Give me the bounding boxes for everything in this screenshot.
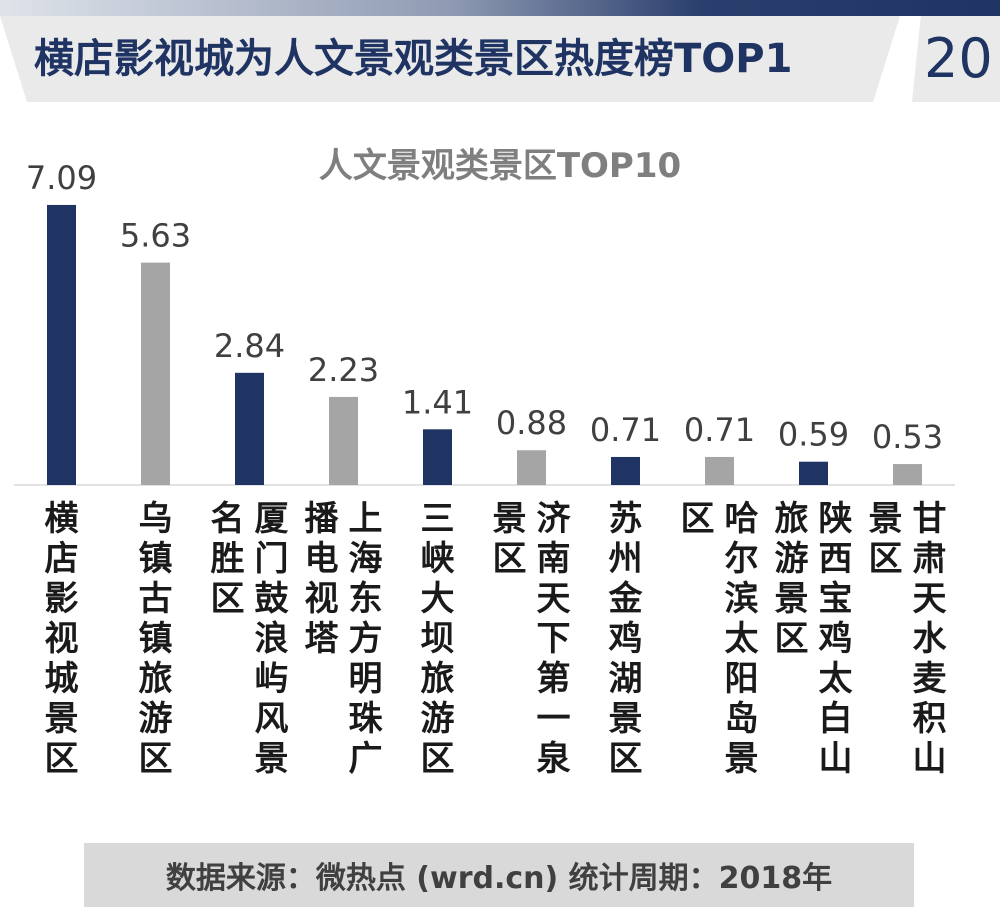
- bar-10: [893, 464, 922, 485]
- bar-8: [705, 456, 734, 485]
- value-label-1: 7.09: [26, 159, 97, 197]
- value-label-6: 0.88: [496, 404, 567, 442]
- value-label-5: 1.41: [402, 383, 473, 421]
- value-label-3: 2.84: [214, 327, 285, 365]
- category-label-3: 厦门鼓浪屿风景名胜区: [211, 499, 290, 779]
- category-label-2: 乌镇古镇旅游区: [139, 499, 173, 779]
- source-footer: 数据来源：微热点 (wrd.cn) 统计周期：2018年: [84, 843, 914, 907]
- value-label-7: 0.71: [590, 411, 661, 449]
- category-label-7: 苏州金鸡湖景区: [608, 499, 644, 779]
- page-number: 20: [924, 27, 993, 90]
- value-label-4: 2.23: [308, 351, 379, 389]
- value-label-9: 0.59: [778, 416, 849, 454]
- title-band: [0, 16, 900, 102]
- bar-6: [517, 450, 546, 485]
- category-label-9: 陕西宝鸡太白山旅游景区: [775, 499, 853, 779]
- value-label-10: 0.53: [872, 418, 943, 456]
- bar-7: [611, 456, 640, 485]
- bar-4: [329, 396, 358, 485]
- bar-2: [141, 262, 170, 485]
- value-label-2: 5.63: [120, 217, 191, 255]
- bar-5: [423, 429, 452, 485]
- page-number-box: 20: [912, 16, 1000, 102]
- bar-9: [799, 461, 828, 485]
- value-label-8: 0.71: [684, 411, 755, 449]
- category-label-8: 哈尔滨太阳岛景区: [681, 499, 759, 779]
- category-label-6: 济南天下第一泉景区: [493, 499, 572, 779]
- page-title: 横店影视城为人文景观类景区热度榜TOP1: [34, 36, 793, 82]
- category-label-1: 横店影视城景区: [45, 499, 79, 779]
- bar-chart: 7.09 横店影视城景区 5.63 乌镇古镇旅游区 2.84 厦门鼓浪屿风景名胜区 2.23…: [14, 159, 955, 779]
- top-accent-bar: [0, 0, 1000, 16]
- bar-1: [47, 204, 76, 485]
- category-label-4: 上海东方明珠广播电视塔: [305, 499, 384, 779]
- category-label-10: 甘肃天水麦积山景区: [869, 499, 948, 779]
- source-text: 数据来源：微热点 (wrd.cn) 统计周期：2018年: [165, 861, 833, 896]
- chart-title: 人文景观类景区TOP10: [318, 146, 682, 186]
- category-label-5: 三峡大坝旅游区: [421, 499, 455, 779]
- bar-3: [235, 372, 264, 485]
